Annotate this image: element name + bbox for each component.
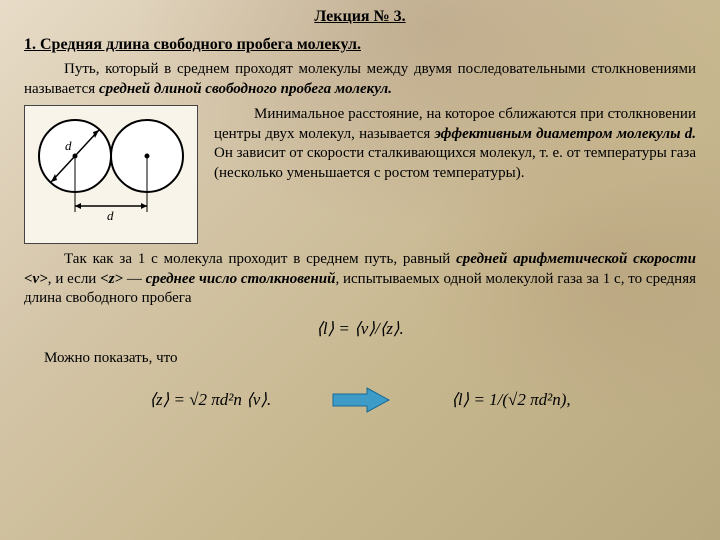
para3-c: — bbox=[123, 271, 146, 287]
formula-row: ⟨z⟩ = √2 πd²n ⟨v⟩. ⟨l⟩ = 1/(√2 πd²n), bbox=[24, 386, 696, 414]
section-title: 1. Средняя длина свободного пробега моле… bbox=[24, 36, 696, 54]
para3-em3: среднее число столкновений bbox=[146, 271, 336, 287]
para1-emphasis: средней длиной свободного пробега молеку… bbox=[99, 81, 392, 97]
formula-1: ⟨l⟩ = ⟨v⟩/⟨z⟩. bbox=[24, 319, 696, 339]
para3-b: , и если bbox=[48, 271, 100, 287]
para2-emphasis: эффективным диаметром молекулы d. bbox=[435, 126, 696, 142]
formula-right: ⟨l⟩ = 1/(√2 πd²n), bbox=[451, 390, 570, 410]
svg-text:d: d bbox=[107, 208, 114, 223]
show-text: Можно показать, что bbox=[24, 349, 696, 369]
paragraph-1: Путь, который в среднем проходят молекул… bbox=[24, 60, 696, 99]
arrow-icon bbox=[331, 386, 391, 414]
diagram-container: d d bbox=[24, 105, 198, 244]
para3-a: Так как за 1 с молекула проходит в средн… bbox=[64, 251, 456, 267]
para2-post: Он зависит от скорости сталкивающихся мо… bbox=[214, 145, 696, 181]
paragraph-2: Минимальное расстояние, на которое сближ… bbox=[214, 105, 696, 183]
molecule-diagram: d d bbox=[31, 112, 191, 232]
lecture-title: Лекция № 3. bbox=[24, 8, 696, 26]
svg-text:d: d bbox=[65, 138, 72, 153]
diagram-row: d d Минимальное расстояние, на которое с… bbox=[24, 105, 696, 244]
formula-left: ⟨z⟩ = √2 πd²n ⟨v⟩. bbox=[149, 390, 271, 410]
para3-em2: <z> bbox=[100, 271, 123, 287]
paragraph-3: Так как за 1 с молекула проходит в средн… bbox=[24, 250, 696, 309]
